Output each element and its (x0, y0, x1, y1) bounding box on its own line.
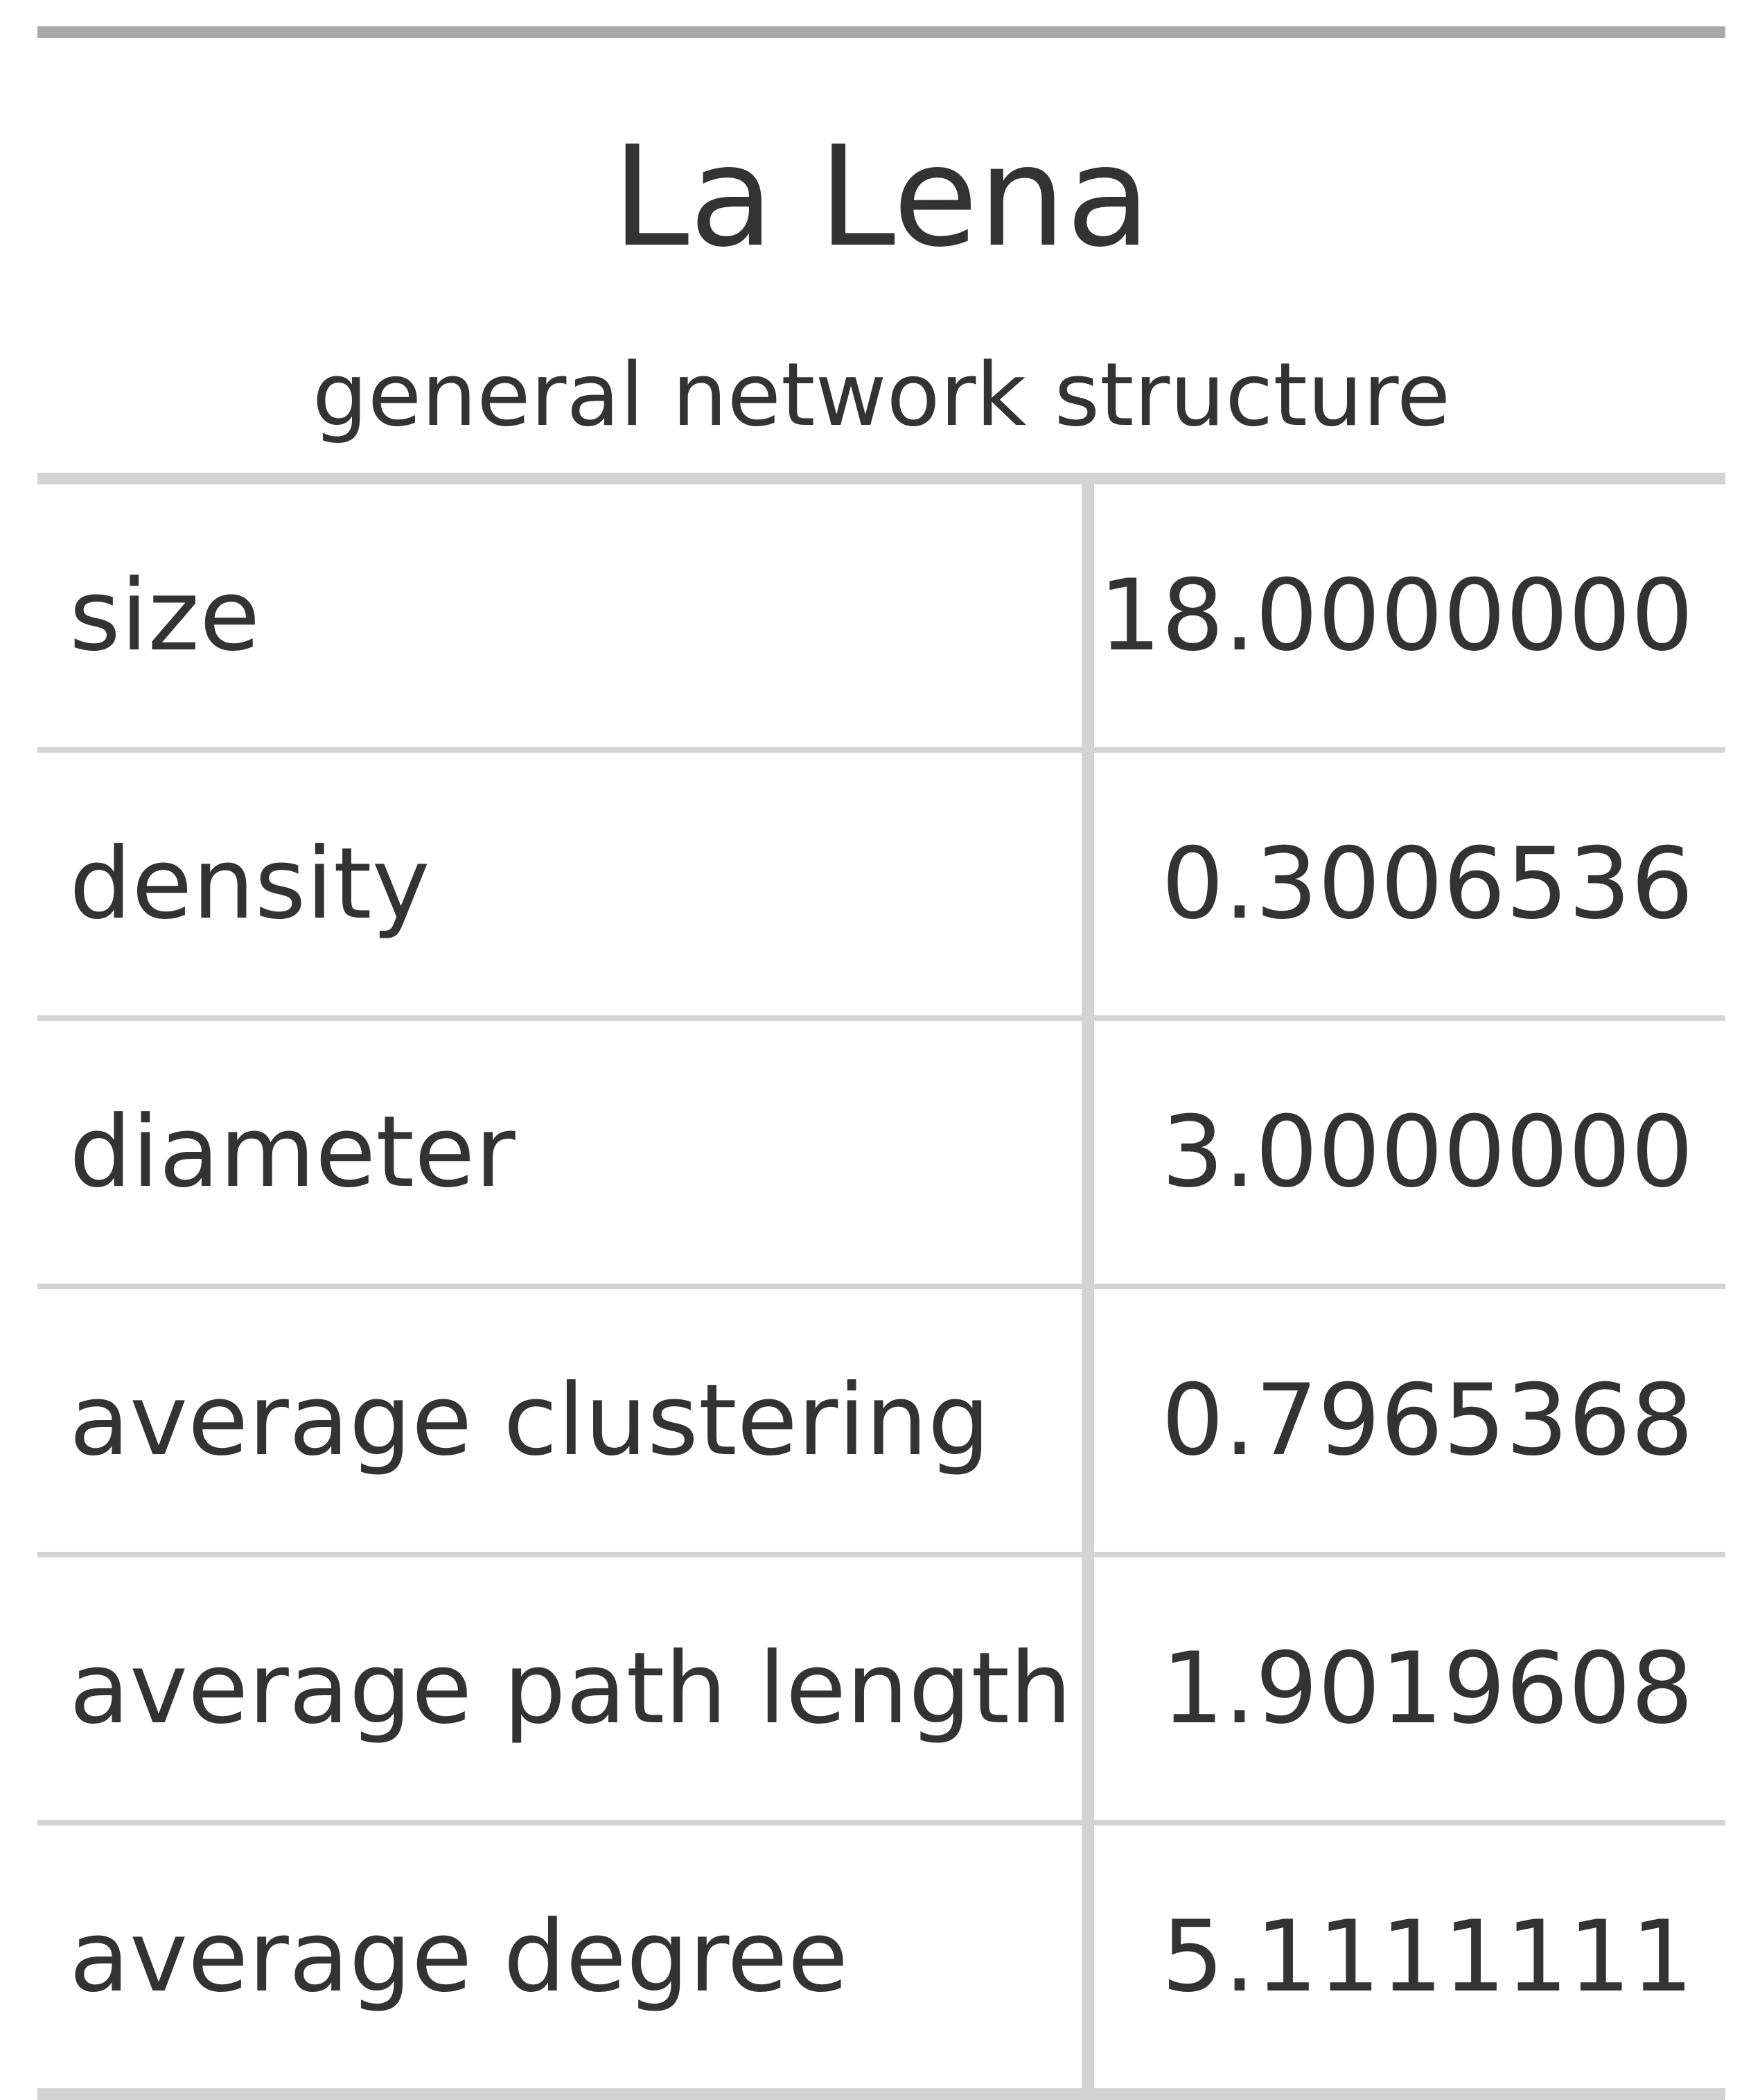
row-label-average-degree: average degree (69, 1900, 849, 2014)
row-value-average-degree: 5.1111111 (1161, 1900, 1693, 2014)
table-body: size 18.0000000 density 0.3006536 diamet… (37, 484, 1725, 2088)
row-label-density: density (69, 827, 430, 941)
row-value-average-clustering: 0.7965368 (1161, 1363, 1693, 1478)
row-value-diameter: 3.0000000 (1161, 1095, 1693, 1209)
row-label-size: size (69, 559, 261, 673)
row-label-average-path-length: average path length (69, 1631, 1073, 1746)
table-row: average clustering 0.7965368 (37, 1284, 1725, 1552)
table-row: diameter 3.0000000 (37, 1015, 1725, 1284)
table-row: density 0.3006536 (37, 747, 1725, 1015)
row-label-diameter: diameter (69, 1095, 516, 1209)
row-value-size: 18.0000000 (1098, 559, 1693, 673)
table-top-rule (37, 26, 1725, 38)
table-bottom-rule (37, 2088, 1725, 2100)
table-row: size 18.0000000 (37, 484, 1725, 747)
row-value-density: 0.3006536 (1161, 827, 1693, 941)
table-title: La Lena (612, 116, 1151, 278)
table-row: average degree 5.1111111 (37, 1820, 1725, 2088)
network-structure-table: La Lena general network structure size 1… (37, 26, 1725, 2100)
row-label-average-clustering: average clustering (69, 1363, 990, 1478)
table-row: average path length 1.9019608 (37, 1552, 1725, 1820)
table-header: La Lena general network structure (37, 38, 1725, 473)
table-subtitle: general network structure (312, 344, 1451, 446)
row-value-average-path-length: 1.9019608 (1161, 1631, 1693, 1746)
header-divider (37, 473, 1725, 484)
